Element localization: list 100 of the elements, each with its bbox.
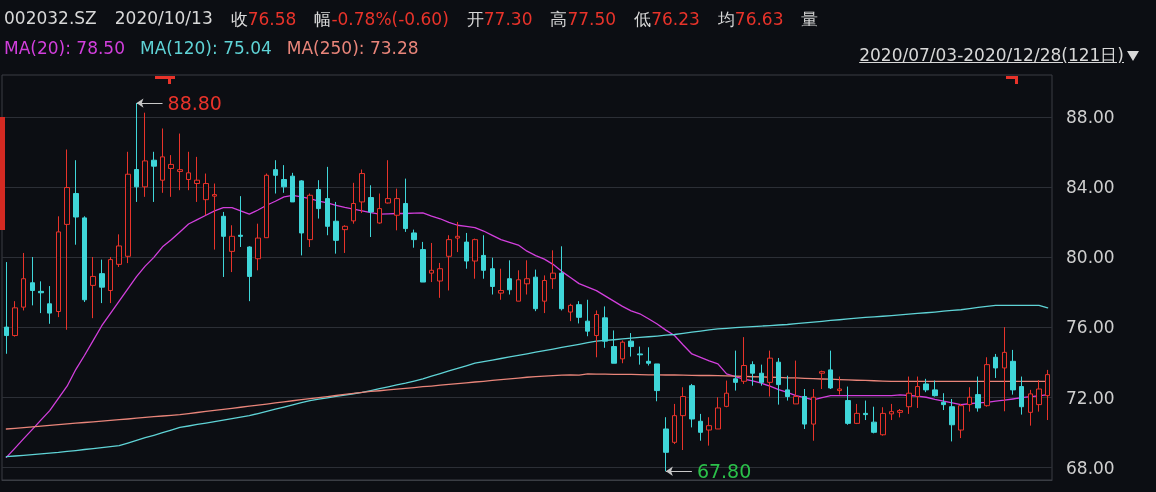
candlestick xyxy=(1028,389,1033,427)
candlestick xyxy=(689,383,695,428)
candlestick xyxy=(186,151,191,191)
candlestick xyxy=(99,259,105,304)
candlestick xyxy=(247,245,252,302)
annotation: 88.80 xyxy=(167,92,222,115)
candlestick xyxy=(602,305,608,349)
candlestick xyxy=(472,238,478,280)
candlestick xyxy=(368,184,374,238)
candlestick xyxy=(359,169,365,214)
candlestick xyxy=(949,398,955,442)
candlestick xyxy=(30,256,35,306)
candlestick xyxy=(455,221,460,253)
candlestick xyxy=(212,183,217,251)
y-tick-label: 72.00 xyxy=(1066,387,1115,408)
candlestick xyxy=(533,269,538,312)
candlestick xyxy=(759,364,764,387)
y-tick-label: 84.00 xyxy=(1066,177,1115,198)
candlestick xyxy=(420,241,426,283)
chart-title: 002032.SZ xyxy=(4,8,97,30)
candlestick xyxy=(559,245,564,311)
candlestick xyxy=(828,350,833,390)
candlestick xyxy=(611,329,617,364)
candlestick xyxy=(168,154,174,198)
candlestick xyxy=(889,403,894,421)
y-tick-label: 80.00 xyxy=(1066,247,1115,268)
candlestick xyxy=(394,188,400,231)
candlestick xyxy=(542,274,547,314)
candlestick xyxy=(915,376,920,409)
candlestick xyxy=(333,201,339,255)
text: 低76.23 xyxy=(634,8,700,31)
candlestick xyxy=(221,211,226,278)
text: MA(250): 73.28 xyxy=(286,37,419,58)
candlestick xyxy=(411,229,417,249)
candlestick xyxy=(203,173,209,216)
candlestick xyxy=(793,360,799,405)
candlestick xyxy=(750,360,755,387)
text: 高77.50 xyxy=(550,8,617,31)
candlestick xyxy=(1019,376,1024,416)
candlestick xyxy=(620,339,625,364)
candlestick xyxy=(863,400,868,421)
candlestick xyxy=(273,159,278,195)
candlestick xyxy=(498,268,504,301)
candlestick xyxy=(56,215,61,318)
text: 收76.58 xyxy=(230,8,297,31)
candlestick xyxy=(429,242,434,283)
candlestick xyxy=(255,223,261,271)
text: 开77.30 xyxy=(466,8,533,31)
candlestick xyxy=(923,378,929,393)
candlestick xyxy=(377,193,382,225)
candlestick xyxy=(637,346,643,366)
candlestick xyxy=(975,376,981,413)
candlestick xyxy=(290,172,295,203)
candlestick xyxy=(941,392,946,411)
candlestick xyxy=(177,133,183,191)
candlestick xyxy=(47,285,52,325)
candlestick xyxy=(385,159,391,205)
candlestick xyxy=(967,386,972,413)
candlestick xyxy=(12,300,18,338)
y-tick-label: 68.00 xyxy=(1066,457,1115,478)
candlestick xyxy=(785,375,790,402)
text: MA(120): 75.04 xyxy=(139,37,272,58)
candlestick xyxy=(90,256,96,319)
candlestick xyxy=(594,309,599,358)
candlestick xyxy=(932,380,938,398)
candlestick xyxy=(811,388,816,442)
text: 幅-0.78%(-0.60) xyxy=(314,8,449,31)
candlestick xyxy=(142,112,148,198)
candlestick xyxy=(906,376,912,415)
candlestick xyxy=(446,234,452,291)
candlestick xyxy=(464,232,469,270)
candlestick xyxy=(351,182,356,225)
candlestick xyxy=(1045,369,1050,421)
candlestick xyxy=(524,259,530,296)
candlestick xyxy=(733,350,738,392)
candlestick xyxy=(585,299,590,337)
candlestick xyxy=(316,179,321,220)
candlestick xyxy=(993,353,998,379)
candlestick xyxy=(837,376,842,396)
line-series xyxy=(5,304,1049,458)
candlestick xyxy=(125,151,131,264)
candlestick xyxy=(767,350,773,398)
candlestick xyxy=(73,159,79,246)
candlestick xyxy=(507,259,512,296)
text: 量 xyxy=(801,8,819,31)
y-tick-label: 88.00 xyxy=(1066,107,1115,128)
candlestick xyxy=(403,178,408,233)
candlestick xyxy=(880,406,886,437)
candlestick xyxy=(663,416,669,472)
candlestick xyxy=(958,403,964,439)
candlestick xyxy=(680,386,686,451)
candlestick xyxy=(845,386,851,426)
text: 2020/10/13 xyxy=(114,8,213,30)
candlestick xyxy=(741,336,747,385)
candlestick xyxy=(194,156,200,203)
candlestick xyxy=(4,261,9,355)
candlestick xyxy=(38,280,44,314)
candlestick xyxy=(281,164,287,194)
candlestick xyxy=(490,257,495,296)
candlestick xyxy=(108,256,113,304)
